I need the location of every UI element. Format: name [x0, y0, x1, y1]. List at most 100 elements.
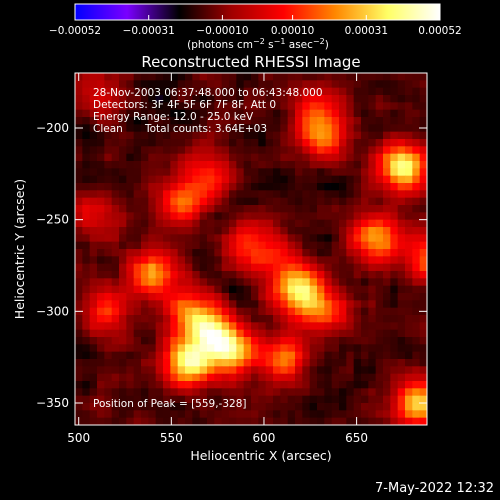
heatmap-cell	[331, 256, 340, 265]
heatmap-cell	[251, 300, 259, 309]
heatmap-cell	[353, 87, 362, 96]
heatmap-cell	[141, 263, 149, 272]
heatmap-cell	[280, 395, 289, 404]
heatmap-cell	[97, 403, 105, 411]
heatmap-cell	[221, 293, 230, 301]
heatmap-cell	[361, 388, 369, 397]
heatmap-cell	[126, 124, 135, 133]
heatmap-cell	[302, 351, 311, 360]
heatmap-cell	[353, 102, 362, 111]
heatmap-cell	[221, 212, 230, 221]
heatmap-cell	[287, 403, 296, 411]
heatmap-cell	[383, 95, 391, 103]
heatmap-cell	[251, 168, 259, 177]
heatmap-cell	[383, 263, 391, 272]
heatmap-cell	[295, 249, 303, 257]
heatmap-cell	[104, 219, 113, 228]
heatmap-cell	[258, 278, 267, 287]
heatmap-cell	[412, 256, 421, 265]
heatmap-cell	[185, 219, 193, 228]
heatmap-cell	[265, 175, 274, 184]
heatmap-cell	[419, 80, 427, 89]
heatmap-cell	[75, 219, 83, 228]
heatmap-cell	[236, 263, 245, 272]
heatmap-cell	[133, 344, 142, 353]
heatmap-cell	[361, 80, 369, 89]
heatmap-cell	[155, 168, 164, 177]
heatmap-cell	[170, 307, 179, 316]
heatmap-cell	[192, 227, 201, 235]
heatmap-cell	[280, 190, 289, 199]
heatmap-cell	[287, 124, 296, 133]
heatmap-cell	[199, 73, 208, 81]
heatmap-cell	[331, 161, 340, 169]
heatmap-cell	[309, 417, 318, 425]
heatmap-cell	[148, 366, 157, 375]
heatmap-cell	[97, 337, 105, 345]
heatmap-cell	[412, 175, 421, 184]
heatmap-cell	[295, 307, 303, 316]
heatmap-cell	[82, 227, 91, 235]
heatmap-cell	[331, 388, 340, 397]
heatmap-cell	[192, 234, 201, 243]
heatmap-cell	[251, 263, 259, 272]
heatmap-cell	[280, 285, 289, 294]
heatmap-cell	[390, 234, 399, 243]
heatmap-cell	[324, 73, 333, 81]
heatmap-cell	[199, 219, 208, 228]
heatmap-cell	[141, 278, 149, 287]
heatmap-cell	[243, 300, 252, 309]
heatmap-cell	[295, 322, 303, 331]
heatmap-cell	[405, 212, 413, 221]
heatmap-cell	[419, 263, 427, 272]
heatmap-cell	[353, 322, 362, 331]
heatmap-cell	[221, 285, 230, 294]
heatmap-cell	[368, 329, 377, 338]
heatmap-cell	[339, 153, 347, 162]
heatmap-cell	[207, 205, 215, 213]
heatmap-cell	[383, 285, 391, 294]
heatmap-cell	[302, 337, 311, 345]
heatmap-cell	[368, 417, 377, 425]
heatmap-cell	[207, 256, 215, 265]
heatmap-cell	[141, 175, 149, 184]
heatmap-cell	[163, 315, 171, 323]
heatmap-cell	[258, 197, 267, 206]
heatmap-cell	[119, 329, 127, 338]
heatmap-cell	[82, 315, 91, 323]
heatmap-cell	[361, 395, 369, 404]
heatmap-cell	[405, 417, 413, 425]
heatmap-cell	[265, 161, 274, 169]
heatmap-cell	[199, 395, 208, 404]
heatmap-cell	[199, 344, 208, 353]
heatmap-cell	[331, 263, 340, 272]
heatmap-cell	[177, 219, 186, 228]
heatmap-cell	[104, 205, 113, 213]
heatmap-cell	[97, 212, 105, 221]
heatmap-cell	[177, 241, 186, 250]
heatmap-cell	[163, 271, 171, 279]
heatmap-cell	[331, 241, 340, 250]
heatmap-cell	[236, 175, 245, 184]
heatmap-cell	[302, 139, 311, 147]
heatmap-cell	[133, 249, 142, 257]
heatmap-cell	[405, 153, 413, 162]
heatmap-cell	[390, 344, 399, 353]
heatmap-cell	[390, 109, 399, 118]
heatmap-cell	[155, 337, 164, 345]
heatmap-cell	[89, 139, 98, 147]
heatmap-cell	[170, 102, 179, 111]
heatmap-cell	[185, 190, 193, 199]
heatmap-cell	[214, 285, 223, 294]
heatmap-cell	[199, 234, 208, 243]
heatmap-cell	[375, 219, 384, 228]
heatmap-cell	[295, 410, 303, 419]
heatmap-cell	[82, 190, 91, 199]
heatmap-cell	[221, 388, 230, 397]
heatmap-cell	[243, 168, 252, 177]
heatmap-cell	[126, 344, 135, 353]
heatmap-cell	[243, 315, 252, 323]
heatmap-cell	[177, 227, 186, 235]
heatmap-cell	[390, 417, 399, 425]
heatmap-cell	[89, 351, 98, 360]
